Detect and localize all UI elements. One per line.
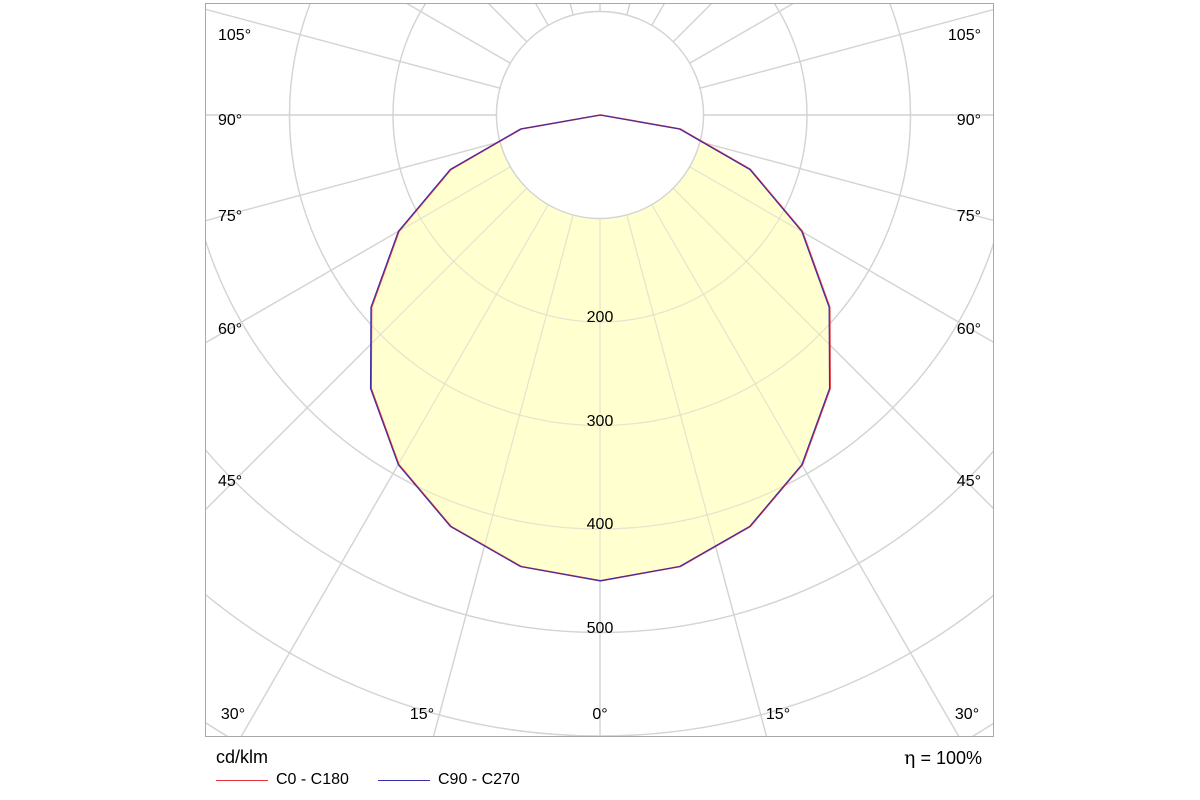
grid-spoke-overlay--150 — [535, 4, 549, 26]
radial-tick-label-400: 400 — [586, 516, 614, 533]
radial-tick-label-200: 200 — [586, 309, 614, 326]
angle-label-left-105: 105° — [218, 27, 252, 44]
grid-spoke-overlay-30 — [651, 204, 960, 736]
angle-label-right-105: 105° — [947, 27, 981, 44]
chart-footer: cd/klm η = 100% C0 - C180 C90 - C270 — [205, 737, 994, 800]
angle-label-left-60: 60° — [218, 321, 243, 338]
polar-plot — [206, 4, 993, 736]
grid-spoke-overlay-165 — [626, 4, 631, 16]
legend-swatch-c90-c270 — [378, 780, 430, 781]
grid-spoke-165 — [626, 4, 631, 16]
grid-spoke--150 — [535, 4, 549, 26]
eta-symbol: η — [904, 747, 916, 769]
grid-spoke-overlay--105 — [206, 8, 501, 89]
angle-label-right-90: 90° — [956, 112, 981, 129]
grid-spoke-overlay--30 — [240, 204, 549, 736]
polar-chart-frame: 200 300 400 500 105° 90° 75° 60° 45° 105° 90° 75° 60… — [205, 3, 994, 737]
angle-label-left-75: 75° — [218, 208, 243, 225]
grid-spoke-overlay-150 — [651, 4, 665, 26]
angle-label-right-75: 75° — [956, 208, 981, 225]
grid-spoke-overlay--120 — [406, 4, 511, 64]
grid-spoke-overlay-45 — [672, 187, 993, 509]
unit-label: cd/klm — [216, 747, 269, 767]
grid-spoke-overlay--75 — [206, 141, 501, 222]
angle-label-bottom-15: 15° — [765, 706, 791, 723]
angle-label-bottom--30: 30° — [220, 706, 246, 723]
angle-label-right-60: 60° — [956, 321, 981, 338]
efficiency-label: η = 100% — [904, 747, 982, 769]
grid-spoke-overlay-75 — [699, 141, 993, 221]
angle-label-bottom-30: 30° — [954, 706, 980, 723]
grid-spoke-overlay-105 — [699, 9, 993, 89]
grid-spoke-overlay--15 — [432, 214, 574, 736]
radial-tick-label-300: 300 — [586, 412, 614, 430]
angle-label-right-45: 45° — [956, 473, 981, 490]
grid-spoke-overlay-60 — [689, 166, 993, 343]
grid-spoke-overlay--45 — [206, 187, 528, 510]
grid-spoke-overlay--60 — [206, 166, 511, 344]
angle-label-left-90: 90° — [218, 112, 243, 129]
grid-spoke--105 — [206, 8, 501, 89]
grid-spoke--120 — [406, 4, 511, 64]
series-line-c90-c270 — [369, 114, 831, 582]
grid-spoke-overlay-120 — [689, 4, 794, 64]
grid-spoke-overlay--165 — [569, 4, 574, 16]
grid-spoke-105 — [699, 8, 993, 89]
grid-spoke-150 — [651, 4, 665, 26]
grid-spoke--165 — [569, 4, 574, 16]
angle-label-bottom-0: 0° — [592, 706, 608, 723]
efficiency-value: = 100% — [920, 748, 982, 768]
angle-label-bottom--15: 15° — [409, 706, 435, 723]
grid-spoke-overlay-15 — [626, 214, 768, 736]
legend-label-c0-c180: C0 - C180 — [276, 771, 349, 788]
legend-swatch-c0-c180 — [216, 780, 268, 781]
angle-label-left-45: 45° — [218, 473, 243, 490]
radial-tick-label-500: 500 — [586, 619, 614, 637]
legend-label-c90-c270: C90 - C270 — [438, 771, 520, 788]
